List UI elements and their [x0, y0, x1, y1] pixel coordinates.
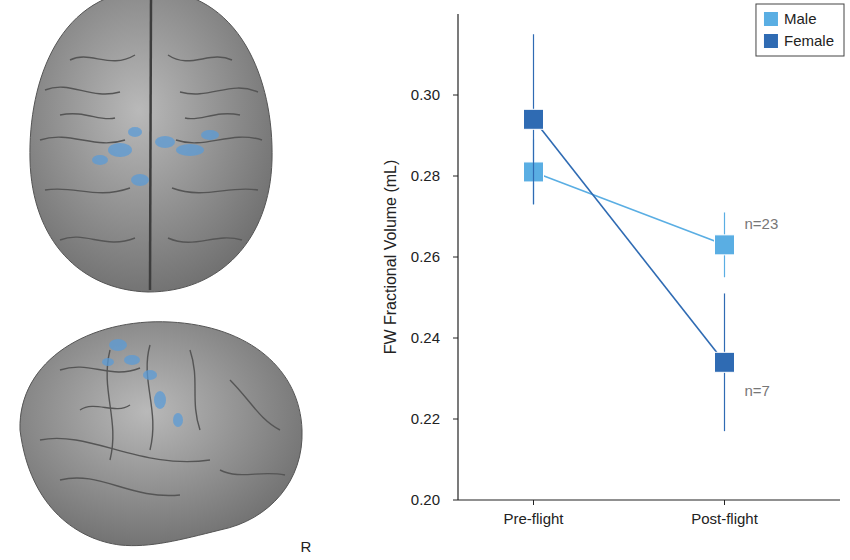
y-tick-label: 0.22 [411, 410, 440, 427]
data-layer [524, 34, 735, 431]
gyrus [70, 55, 135, 61]
data-point [715, 352, 735, 372]
gyrus [40, 137, 125, 143]
legend-box [756, 4, 844, 56]
activation-blob [131, 174, 149, 186]
gyrus [40, 438, 210, 461]
x-axis-line [458, 499, 840, 500]
gyrus [45, 87, 120, 94]
x-tick [533, 500, 534, 505]
y-tick-label: 0.30 [411, 86, 440, 103]
y-axis-title: FW Fractional Volume (mL) [382, 160, 399, 355]
y-tick-label: 0.20 [411, 491, 440, 508]
legend-swatch [764, 34, 778, 48]
axes: 0.20 0.22 0.24 0.26 0.28 0.30 Pre-flight Post-f… [411, 14, 840, 527]
gyrus [147, 345, 153, 450]
legend-label: Female [784, 32, 834, 49]
legend: Male Female [756, 4, 844, 56]
activation-blob [92, 155, 108, 165]
y-tick [453, 419, 458, 420]
gyrus [80, 405, 130, 410]
brain-side [20, 322, 302, 546]
fissure [150, 0, 151, 290]
y-tick-label: 0.26 [411, 248, 440, 265]
x-tick-label: Pre-flight [503, 510, 564, 527]
gyrus [168, 55, 232, 61]
annotation: n=7 [745, 382, 770, 399]
gyrus [190, 350, 200, 430]
gyrus [60, 367, 140, 372]
activation-blob [173, 413, 183, 427]
y-tick-label: 0.28 [411, 167, 440, 184]
y-tick [453, 338, 458, 339]
activation-blob [124, 355, 140, 365]
brain-top [30, 0, 272, 292]
activation-blob [201, 130, 219, 140]
y-tick [453, 176, 458, 177]
activation-blob [109, 339, 127, 351]
y-tick [453, 257, 458, 258]
gyrus [60, 478, 180, 496]
activation-blob [102, 358, 114, 366]
y-tick-label: 0.24 [411, 329, 440, 346]
activation-blob [143, 370, 157, 380]
legend-label: Male [784, 10, 817, 27]
x-tick [724, 500, 725, 505]
activation-blob [108, 143, 132, 157]
gyrus [60, 114, 115, 119]
legend-swatch [764, 12, 778, 26]
orientation-label: R [301, 538, 312, 555]
gyrus [107, 350, 113, 460]
activation-blob [155, 136, 175, 148]
activation-blob [176, 144, 204, 156]
gyrus [185, 114, 240, 119]
series-line [534, 119, 725, 362]
gyrus [172, 188, 258, 193]
gyrus [220, 470, 285, 475]
data-point [524, 109, 544, 129]
gyrus [230, 380, 280, 430]
gyrus [168, 238, 242, 242]
activation-blob [154, 391, 166, 409]
brain-renderings [20, 0, 302, 546]
y-tick [453, 500, 458, 501]
data-point [715, 235, 735, 255]
activation-blob [128, 127, 142, 137]
series-line [534, 172, 725, 245]
gyrus [180, 88, 258, 94]
gyrus [60, 237, 135, 242]
annotation: n=23 [745, 215, 779, 232]
y-tick [453, 95, 458, 96]
figure: R 0.20 0.22 0.24 0.26 0.28 0.30 Pre-flight Post-… [0, 0, 850, 560]
gyrus [45, 188, 130, 193]
x-tick-label: Post-flight [691, 510, 759, 527]
gyrus [176, 137, 262, 143]
